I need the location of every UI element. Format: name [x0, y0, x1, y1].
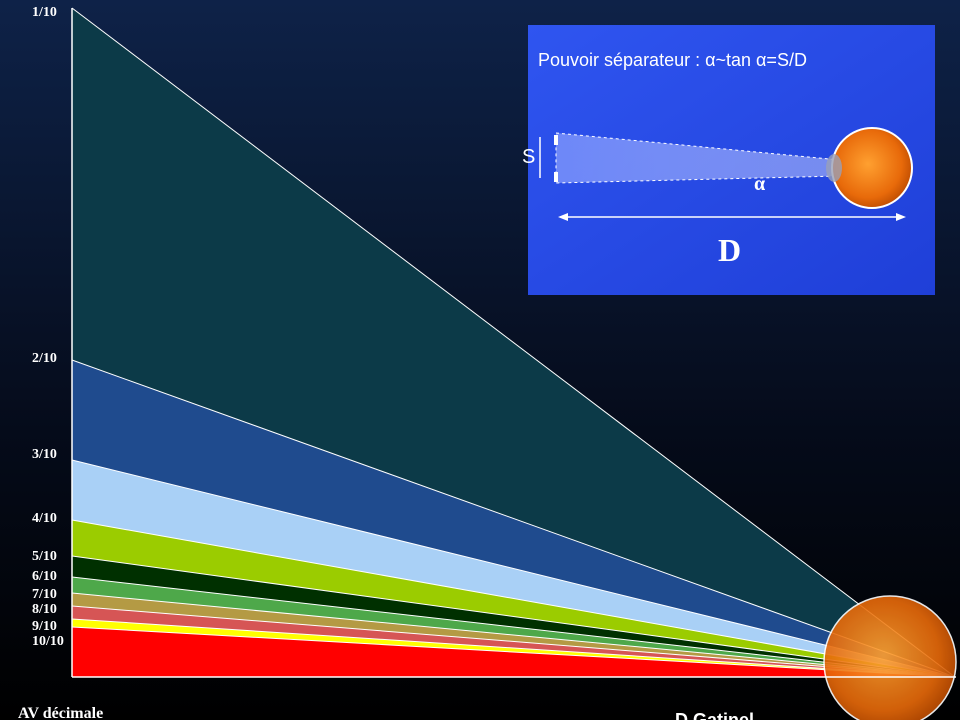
- level-label: 3/10: [32, 447, 57, 462]
- wedge-edge: [71, 592, 956, 678]
- level-label: 7/10: [32, 587, 57, 602]
- angle-label: α: [754, 173, 765, 195]
- wedge-edge: [71, 605, 956, 678]
- wedge-edge: [71, 359, 956, 678]
- wedge-edge: [71, 626, 956, 678]
- wedge-edge: [71, 519, 956, 678]
- wedge-edge: [71, 618, 956, 678]
- wedge-edge: [71, 459, 956, 678]
- wedge-edge: [71, 555, 956, 678]
- inset: Pouvoir séparateur : α~tan α=S/D S α D: [522, 25, 935, 295]
- inset-title: Pouvoir séparateur : α~tan α=S/D: [538, 50, 807, 70]
- axis-label: AV décimale: [18, 705, 103, 720]
- object: [554, 135, 558, 145]
- inset-eye: [831, 127, 913, 209]
- size-label: S: [522, 146, 535, 168]
- wedges: [71, 7, 956, 678]
- wedge-edge: [71, 576, 956, 678]
- object: [554, 172, 558, 182]
- eye: [823, 595, 957, 720]
- labels: 1/10 2/10 3/10 4/10 5/10 6/10 7/108/10 9/1010/1…: [32, 5, 64, 649]
- level-label: 8/10: [32, 602, 57, 617]
- distance-label: D: [718, 232, 741, 268]
- level-label: 10/10: [32, 634, 64, 649]
- level-label: 9/10: [32, 619, 57, 634]
- level-label: 6/10: [32, 569, 57, 584]
- level-label: 4/10: [32, 511, 57, 526]
- author: D.Gatinel: [675, 710, 754, 720]
- wedge-edge: [71, 7, 956, 678]
- level-label: 1/10: [32, 5, 57, 20]
- level-label: 2/10: [32, 351, 57, 366]
- arrow-head: [896, 213, 906, 221]
- arrow-head: [558, 213, 568, 221]
- level-label: 5/10: [32, 549, 57, 564]
- lens: [826, 154, 842, 182]
